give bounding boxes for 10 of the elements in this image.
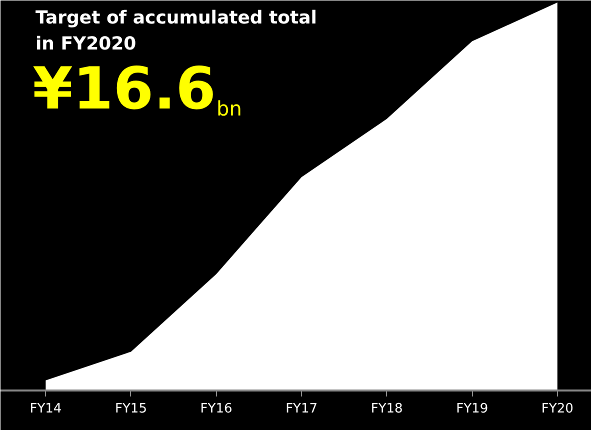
x-tick-label: FY20 [541,402,574,416]
annotation: bn [216,96,242,120]
x-tick-label: FY18 [370,402,403,416]
x-tick-label: FY16 [200,402,232,416]
x-tick-label: FY19 [456,402,488,416]
text: Target of accumulated total in FY2020 [36,8,317,54]
x-tick-label: FY17 [286,402,318,416]
x-tick-label: FY15 [115,402,147,416]
annotation: ¥16.6 [32,54,216,122]
x-tick-label: FY14 [30,402,62,416]
